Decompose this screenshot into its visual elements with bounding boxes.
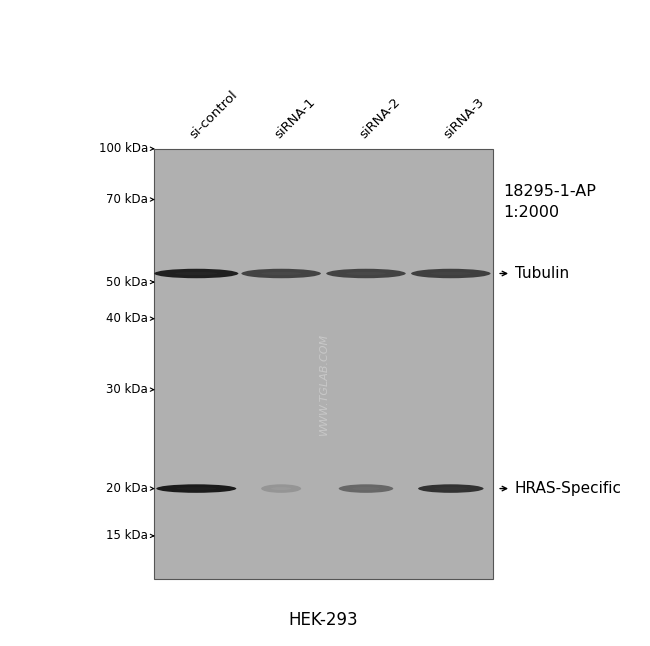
Ellipse shape [156,484,236,493]
Text: 100 kDa: 100 kDa [99,142,148,155]
Ellipse shape [326,269,406,278]
Text: 50 kDa: 50 kDa [106,276,148,289]
Text: 40 kDa: 40 kDa [106,312,148,325]
Text: Tubulin: Tubulin [515,266,569,281]
Ellipse shape [176,487,216,490]
Text: HEK-293: HEK-293 [289,610,358,629]
Ellipse shape [339,484,393,493]
Text: si-control: si-control [187,88,240,141]
Text: siRNA-3: siRNA-3 [441,95,488,141]
Ellipse shape [271,487,291,490]
Ellipse shape [261,484,301,493]
Ellipse shape [434,487,467,490]
Text: WWW.TGLAB.COM: WWW.TGLAB.COM [318,333,328,435]
Ellipse shape [418,484,484,493]
Ellipse shape [154,269,239,278]
Text: 30 kDa: 30 kDa [106,383,148,396]
Ellipse shape [346,272,386,275]
Ellipse shape [261,272,301,275]
Bar [154,149,493,579]
Text: 18295-1-AP
1:2000: 18295-1-AP 1:2000 [503,183,596,220]
Text: 20 kDa: 20 kDa [106,482,148,495]
Text: 15 kDa: 15 kDa [106,529,148,543]
Ellipse shape [352,487,380,490]
Text: siRNA-2: siRNA-2 [357,95,402,141]
Text: 70 kDa: 70 kDa [106,193,148,206]
Text: HRAS-Specific: HRAS-Specific [515,481,622,496]
Ellipse shape [241,269,321,278]
Ellipse shape [411,269,491,278]
Text: siRNA-1: siRNA-1 [272,95,318,141]
Ellipse shape [431,272,471,275]
Ellipse shape [176,272,217,275]
